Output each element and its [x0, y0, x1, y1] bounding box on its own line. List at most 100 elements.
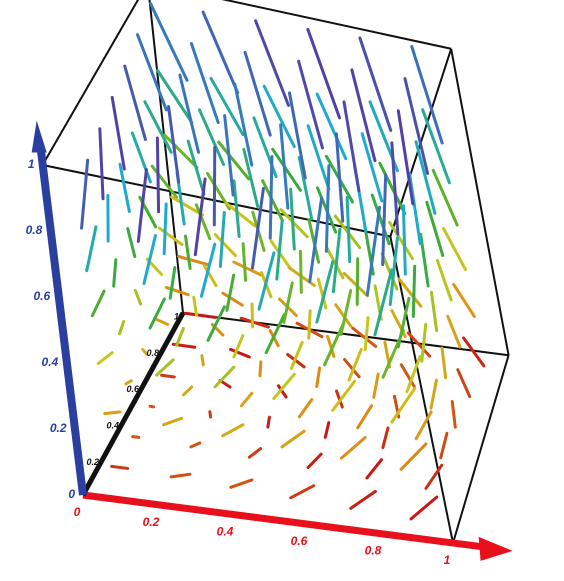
y-tick-label: 0.8 — [146, 348, 159, 358]
field-glyph — [414, 140, 437, 215]
field-glyph — [223, 114, 235, 197]
field-glyph — [297, 59, 324, 150]
field-glyph — [239, 316, 270, 329]
x-tick-label: 0.8 — [365, 544, 382, 558]
field-glyph — [232, 334, 245, 359]
field-glyph — [201, 10, 240, 95]
field-glyph — [242, 147, 260, 209]
field-glyph — [258, 360, 263, 378]
field-glyph — [239, 391, 254, 408]
field-glyph — [80, 158, 90, 230]
field-glyph — [217, 140, 251, 181]
field-glyph — [421, 108, 451, 185]
z-tick-label: 0.6 — [33, 289, 50, 303]
field-glyph — [148, 297, 166, 330]
field-glyph — [232, 179, 241, 238]
field-glyph — [221, 291, 244, 307]
field-glyph — [209, 76, 245, 137]
box-edge — [389, 236, 454, 544]
x-axis — [82, 491, 484, 551]
field-glyph — [381, 173, 388, 267]
z-tick-label: 1 — [28, 157, 35, 171]
box-edge — [182, 312, 509, 357]
field-glyph — [452, 282, 476, 319]
field-glyph — [221, 423, 245, 438]
field-glyph — [345, 196, 352, 264]
z-axis — [36, 148, 87, 496]
field-glyph — [197, 108, 226, 166]
field-glyph — [162, 202, 168, 256]
field-glyph — [298, 249, 303, 294]
z-tick-label: 0.2 — [50, 421, 67, 435]
field-glyph — [131, 435, 141, 439]
field-glyph — [429, 290, 439, 333]
field-glyph — [289, 484, 316, 500]
field-glyph — [150, 164, 178, 199]
field-glyph — [206, 305, 226, 342]
field-glyph — [282, 281, 294, 325]
field-glyph — [136, 33, 168, 112]
field-glyph — [410, 45, 444, 145]
field-glyph — [123, 64, 147, 142]
field-glyph — [254, 19, 290, 107]
box-edge — [450, 48, 510, 356]
field-glyph — [306, 452, 323, 470]
field-glyph — [419, 232, 430, 288]
y-tick-label: 0.6 — [126, 384, 140, 394]
field-glyph — [275, 219, 284, 281]
field-glyph — [247, 447, 263, 459]
field-glyph — [397, 277, 423, 308]
field-glyph — [399, 442, 428, 471]
field-glyph — [157, 226, 184, 247]
x-tick-label: 0.4 — [217, 524, 234, 538]
field-glyph — [183, 311, 217, 319]
field-glyph — [373, 268, 394, 337]
field-glyph — [388, 220, 415, 261]
field-glyph — [148, 1, 189, 82]
field-glyph — [170, 195, 205, 217]
field-glyph — [323, 421, 331, 439]
field-glyph — [442, 227, 467, 272]
field-glyph — [334, 303, 353, 328]
box-edge — [221, 0, 452, 50]
field-glyph — [307, 309, 312, 340]
field-glyph — [347, 347, 363, 382]
field-glyph — [233, 82, 254, 167]
field-glyph — [358, 36, 393, 132]
field-glyph — [224, 201, 257, 228]
field-glyph — [143, 100, 173, 154]
field-glyph — [194, 203, 212, 241]
field-glyph — [250, 186, 265, 270]
y-tick-label: 1 — [174, 311, 179, 321]
field-glyph — [130, 131, 152, 184]
field-glyph — [192, 295, 198, 317]
field-glyph — [409, 495, 439, 521]
field-glyph — [279, 123, 290, 210]
field-glyph — [431, 168, 459, 227]
field-glyph — [103, 410, 122, 416]
field-glyph — [342, 271, 369, 298]
field-glyph — [289, 340, 304, 370]
x-axis-arrow — [478, 536, 513, 561]
field-glyph — [148, 404, 156, 409]
field-glyph — [315, 259, 335, 324]
z-tick-label: 0 — [68, 487, 75, 501]
field-glyph — [315, 366, 322, 389]
field-glyph — [141, 348, 149, 356]
field-glyph — [356, 404, 374, 430]
field-glyph — [162, 416, 184, 427]
field-glyph — [350, 68, 377, 163]
field-glyph — [390, 141, 400, 236]
x-tick-label: 1 — [444, 553, 451, 567]
field-glyph — [339, 436, 367, 460]
field-glyph — [164, 285, 190, 297]
field-glyph — [308, 196, 324, 283]
y-tick-label: 0.4 — [106, 421, 119, 431]
field-glyph — [342, 100, 361, 193]
field-glyph — [186, 139, 206, 196]
field-glyph — [403, 77, 430, 175]
field-glyph — [363, 316, 370, 352]
box-edge — [41, 0, 140, 166]
field-glyph — [167, 105, 181, 184]
